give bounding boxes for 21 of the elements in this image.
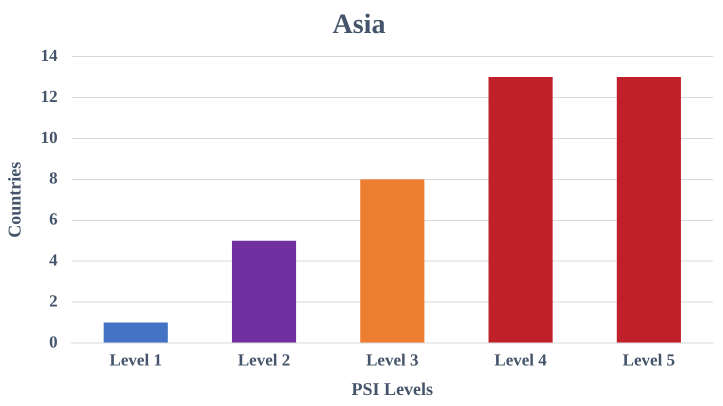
x-tick-label: Level 5 — [622, 350, 676, 370]
x-tick-label: Level 3 — [366, 350, 419, 370]
y-tick-label: 4 — [49, 250, 58, 270]
bar — [360, 179, 424, 342]
x-tick-label: Level 2 — [238, 350, 290, 370]
y-tick-label: 8 — [49, 168, 58, 188]
y-axis-title: Countries — [4, 162, 24, 238]
x-tick-label: Level 1 — [110, 350, 162, 370]
x-axis-title: PSI Levels — [352, 378, 434, 399]
bar — [104, 322, 168, 342]
y-tick-label: 2 — [49, 291, 58, 310]
y-tick-label: 0 — [49, 332, 58, 352]
x-tick-label: Level 4 — [494, 350, 548, 370]
bar — [488, 77, 553, 342]
bar — [616, 77, 681, 342]
y-tick-label: 6 — [49, 210, 58, 229]
chart-title: Asia — [332, 9, 386, 40]
y-tick-label: 14 — [40, 46, 58, 65]
y-tick-label: 12 — [40, 86, 58, 106]
y-tick-label: 10 — [40, 128, 58, 147]
bar — [232, 240, 296, 342]
